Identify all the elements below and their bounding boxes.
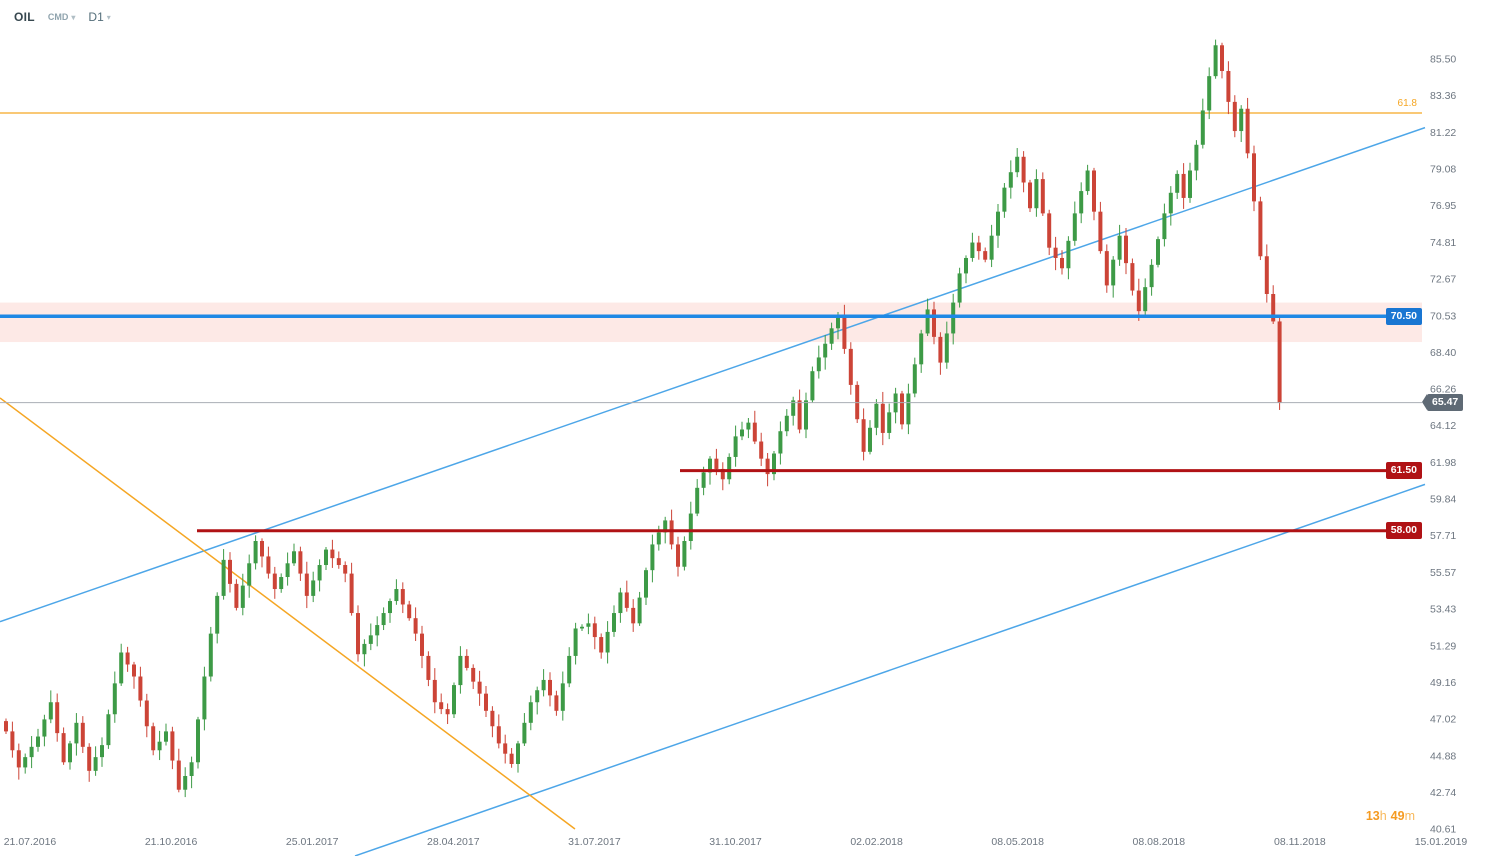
- svg-text:31.07.2017: 31.07.2017: [568, 836, 621, 848]
- svg-text:70.53: 70.53: [1430, 310, 1456, 322]
- price-axis: 85.50 83.36 81.22 79.08 76.95 74.81 72.67 70.53…: [1430, 54, 1456, 836]
- chevron-down-icon: ▾: [71, 12, 76, 22]
- fib-level-label[interactable]: 61.8: [1397, 98, 1417, 110]
- date-axis: 21.07.2016 21.10.2016 25.01.2017 28.04.2017…: [4, 836, 1468, 848]
- countdown-hours: 13: [1365, 809, 1380, 823]
- svg-text:21.07.2016: 21.07.2016: [4, 836, 57, 848]
- svg-text:15.01.2019: 15.01.2019: [1415, 836, 1468, 848]
- price-level-tag-58-00[interactable]: 58.00: [1385, 522, 1422, 540]
- svg-text:79.08: 79.08: [1430, 164, 1456, 176]
- svg-text:51.29: 51.29: [1430, 640, 1456, 652]
- timeframe-label: D1: [88, 10, 104, 24]
- svg-text:74.81: 74.81: [1430, 237, 1456, 249]
- svg-text:08.08.2018: 08.08.2018: [1133, 836, 1186, 848]
- svg-text:42.74: 42.74: [1430, 787, 1456, 799]
- instrument-bar: OIL CMD ▾ D1 ▾: [14, 10, 111, 24]
- instrument-type-label: CMD: [47, 12, 69, 22]
- svg-text:08.11.2018: 08.11.2018: [1274, 836, 1326, 848]
- svg-text:49.16: 49.16: [1430, 677, 1456, 689]
- svg-text:61.98: 61.98: [1430, 457, 1456, 469]
- instrument-symbol[interactable]: OIL: [14, 10, 35, 24]
- candle-countdown: 13h 49m: [1366, 809, 1419, 823]
- resistance-zone: [0, 302, 1422, 343]
- svg-text:28.04.2017: 28.04.2017: [427, 836, 480, 848]
- svg-text:31.10.2017: 31.10.2017: [709, 836, 762, 848]
- svg-text:66.26: 66.26: [1430, 384, 1456, 396]
- svg-text:40.61: 40.61: [1430, 824, 1456, 836]
- price-level-lines: [0, 314, 1422, 533]
- svg-text:08.05.2018: 08.05.2018: [991, 836, 1044, 848]
- countdown-minutes: 49: [1390, 809, 1405, 823]
- svg-text:44.88: 44.88: [1430, 750, 1456, 762]
- svg-text:68.40: 68.40: [1430, 347, 1456, 359]
- svg-text:85.50: 85.50: [1430, 54, 1456, 66]
- trendlines: [0, 126, 1426, 856]
- countdown-minutes-unit: m: [1404, 809, 1415, 823]
- svg-text:57.71: 57.71: [1430, 530, 1456, 542]
- price-level-tag-70-50[interactable]: 70.50: [1385, 307, 1422, 325]
- descending-trendline[interactable]: [0, 397, 576, 830]
- candlestick-series: [4, 39, 1282, 798]
- svg-text:83.36: 83.36: [1430, 90, 1456, 102]
- svg-text:25.01.2017: 25.01.2017: [286, 836, 339, 848]
- svg-text:21.10.2016: 21.10.2016: [145, 836, 198, 848]
- svg-text:53.43: 53.43: [1430, 604, 1456, 616]
- svg-text:02.02.2018: 02.02.2018: [850, 836, 903, 848]
- svg-text:47.02: 47.02: [1430, 714, 1456, 726]
- svg-text:81.22: 81.22: [1430, 127, 1456, 139]
- current-price-tag: 65.47: [1421, 394, 1464, 412]
- countdown-hours-unit: h: [1379, 809, 1387, 823]
- chevron-down-icon: ▾: [106, 12, 111, 22]
- ascending-channel-upper[interactable]: [0, 126, 1426, 623]
- instrument-type-selector[interactable]: CMD ▾: [48, 12, 76, 22]
- svg-text:76.95: 76.95: [1430, 200, 1456, 212]
- svg-text:72.67: 72.67: [1430, 274, 1456, 286]
- ascending-channel-lower[interactable]: [354, 483, 1426, 856]
- timeframe-selector[interactable]: D1 ▾: [88, 10, 110, 24]
- svg-text:59.84: 59.84: [1430, 494, 1456, 506]
- svg-text:64.12: 64.12: [1430, 420, 1456, 432]
- svg-text:55.57: 55.57: [1430, 567, 1456, 579]
- price-level-tag-61-50[interactable]: 61.50: [1385, 462, 1422, 480]
